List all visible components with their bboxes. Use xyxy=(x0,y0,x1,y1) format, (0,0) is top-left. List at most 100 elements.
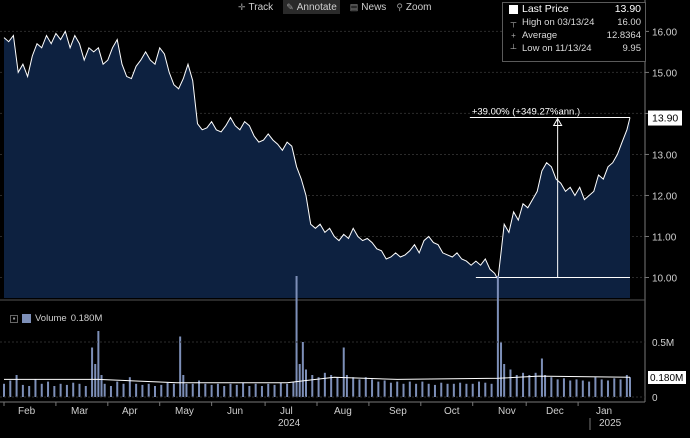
volume-bar xyxy=(78,383,81,397)
volume-bar xyxy=(569,380,572,397)
volume-bar xyxy=(97,331,100,397)
annotate-button[interactable]: ✎ Annotate xyxy=(283,0,340,14)
volume-bar xyxy=(408,381,411,397)
news-button[interactable]: ▤ News xyxy=(350,0,387,14)
volume-bar xyxy=(364,377,367,397)
volume-bar xyxy=(581,380,584,397)
volume-bar xyxy=(135,383,138,397)
last-price-swatch-icon xyxy=(509,5,518,14)
volume-bar xyxy=(223,386,226,397)
price-tick-label: 15.00 xyxy=(652,68,677,79)
volume-bar xyxy=(304,369,307,397)
month-label: Oct xyxy=(444,406,460,417)
month-label: Jul xyxy=(280,406,293,417)
volume-tick-label: 0 xyxy=(652,393,658,404)
volume-bar xyxy=(323,372,326,397)
volume-bar xyxy=(465,383,468,397)
volume-bar xyxy=(613,378,616,397)
month-label: Aug xyxy=(334,406,352,417)
volume-bar xyxy=(377,381,380,397)
volume-bar xyxy=(550,377,553,397)
volume-bar xyxy=(15,375,18,397)
annotation-arrow-icon xyxy=(552,117,563,127)
volume-bar xyxy=(267,383,270,397)
year-label-2024: 2024 xyxy=(278,418,301,429)
volume-bar xyxy=(540,358,543,397)
month-label: Jun xyxy=(227,406,243,417)
volume-bar xyxy=(298,364,301,397)
volume-bar xyxy=(452,383,455,397)
performance-annotation[interactable]: +39.00% (+349.27%ann.) xyxy=(469,107,630,278)
volume-bar xyxy=(440,382,443,397)
legend-high: ┬ High on 03/13/24 16.00 xyxy=(503,16,645,29)
volume-bar xyxy=(606,380,609,397)
volume-tick-label: 0.5M xyxy=(652,338,674,349)
volume-bar xyxy=(427,383,430,397)
news-icon: ▤ xyxy=(349,1,359,12)
month-label: May xyxy=(175,406,194,417)
legend-average-value: 12.8364 xyxy=(606,30,641,41)
volume-bar xyxy=(311,375,314,397)
volume-bar xyxy=(496,276,499,397)
volume-legend[interactable]: ▪ Volume 0.180M xyxy=(10,313,102,324)
high-marker-icon: ┬ xyxy=(510,18,517,27)
volume-bar xyxy=(402,383,405,397)
volume-bar xyxy=(84,386,87,397)
annotation-label: +39.00% (+349.27%ann.) xyxy=(472,107,580,118)
volume-bar xyxy=(383,380,386,397)
legend-last-price[interactable]: Last Price 13.90 xyxy=(503,3,645,16)
volume-bar xyxy=(204,383,207,397)
volume-bar xyxy=(198,380,201,397)
volume-bar xyxy=(248,386,251,397)
chart-toolbar: ✛ Track ✎ Annotate ▤ News ⚲ Zoom xyxy=(238,0,431,14)
last-price-tag: 13.90 xyxy=(648,110,682,126)
month-label: Nov xyxy=(498,406,516,417)
magnifier-icon: ⚲ xyxy=(396,1,403,12)
volume-bar xyxy=(371,379,374,397)
legend-average-label: Average xyxy=(522,30,558,41)
annotate-label: Annotate xyxy=(296,1,337,13)
volume-bar xyxy=(478,381,481,397)
volume-bar xyxy=(235,384,238,397)
price-area xyxy=(4,31,630,299)
volume-bar xyxy=(588,381,591,397)
volume-bar xyxy=(59,383,62,397)
volume-bar xyxy=(594,377,597,397)
legend-low-label: Low on 11/13/24 xyxy=(522,43,592,54)
volume-bar xyxy=(147,383,150,397)
volume-bar xyxy=(515,375,518,397)
volume-bar xyxy=(629,377,631,397)
volume-bar xyxy=(191,383,194,397)
volume-bar xyxy=(522,372,525,397)
volume-bar xyxy=(317,377,320,397)
collapse-toggle-icon[interactable]: ▪ xyxy=(10,314,18,323)
price-tick-label: 11.00 xyxy=(652,232,677,243)
volume-bar xyxy=(446,383,449,397)
volume-bar xyxy=(128,377,131,397)
volume-bar xyxy=(600,379,603,397)
zoom-label: Zoom xyxy=(405,1,432,13)
volume-bar xyxy=(103,383,106,397)
month-label: Mar xyxy=(71,406,89,417)
volume-average-line xyxy=(4,375,631,384)
volume-bar xyxy=(562,378,565,397)
average-marker-icon: + xyxy=(511,31,516,40)
volume-bar xyxy=(260,386,263,397)
volume-bar xyxy=(421,381,424,397)
track-button[interactable]: ✛ Track xyxy=(238,0,273,14)
volume-bar xyxy=(503,364,506,397)
volume-bar xyxy=(53,386,56,397)
volume-bar xyxy=(396,381,399,397)
volume-bar xyxy=(100,375,103,397)
volume-bar xyxy=(544,375,547,397)
legend-high-value: 16.00 xyxy=(617,17,641,28)
volume-bar xyxy=(216,383,219,397)
volume-bar xyxy=(459,382,462,397)
volume-bar xyxy=(34,379,37,397)
volume-bar xyxy=(109,386,112,397)
zoom-button[interactable]: ⚲ Zoom xyxy=(396,0,431,14)
price-tick-label: 16.00 xyxy=(652,27,677,38)
volume-bar xyxy=(141,384,144,397)
volume-legend-label: Volume xyxy=(35,313,67,324)
